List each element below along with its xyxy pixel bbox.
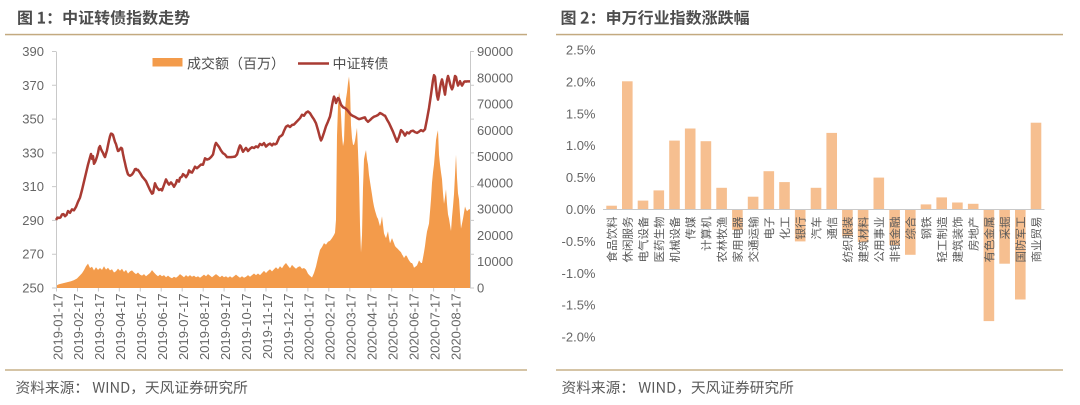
svg-text:2019-03-17: 2019-03-17: [92, 294, 107, 361]
svg-text:0: 0: [477, 281, 484, 296]
svg-text:90000: 90000: [477, 44, 513, 59]
svg-text:2019-12-17: 2019-12-17: [281, 294, 296, 361]
svg-text:-0.5%: -0.5%: [562, 234, 596, 249]
svg-text:2020-01-17: 2020-01-17: [302, 294, 317, 361]
svg-text:370: 370: [22, 78, 44, 93]
svg-text:2020-06-17: 2020-06-17: [406, 294, 421, 361]
svg-text:2.0%: 2.0%: [566, 74, 596, 89]
svg-text:70000: 70000: [477, 97, 513, 112]
svg-text:2019-01-17: 2019-01-17: [50, 294, 65, 361]
svg-text:0.5%: 0.5%: [566, 170, 596, 185]
svg-text:60000: 60000: [477, 123, 513, 138]
svg-text:2019-05-17: 2019-05-17: [134, 294, 149, 361]
svg-text:2019-10-17: 2019-10-17: [239, 294, 254, 361]
svg-text:2.5%: 2.5%: [566, 43, 596, 58]
svg-text:40000: 40000: [477, 175, 513, 190]
svg-text:10000: 10000: [477, 254, 513, 269]
svg-text:290: 290: [22, 213, 44, 228]
svg-text:2020-07-17: 2020-07-17: [427, 294, 442, 361]
svg-text:2019-06-17: 2019-06-17: [155, 294, 170, 361]
svg-text:2020-04-17: 2020-04-17: [365, 294, 380, 361]
svg-text:-1.0%: -1.0%: [562, 266, 596, 281]
svg-text:-2.0%: -2.0%: [562, 330, 596, 345]
svg-text:0.0%: 0.0%: [566, 202, 596, 217]
svg-text:2020-02-17: 2020-02-17: [323, 294, 338, 361]
svg-text:2020-05-17: 2020-05-17: [386, 294, 401, 361]
svg-text:1.5%: 1.5%: [566, 106, 596, 121]
svg-text:2020-08-17: 2020-08-17: [448, 294, 463, 361]
svg-text:330: 330: [22, 145, 44, 160]
svg-text:50000: 50000: [477, 149, 513, 164]
svg-text:2019-08-17: 2019-08-17: [197, 294, 212, 361]
svg-text:250: 250: [22, 281, 44, 296]
svg-text:270: 270: [22, 247, 44, 262]
svg-text:1.0%: 1.0%: [566, 138, 596, 153]
svg-text:2019-09-17: 2019-09-17: [218, 294, 233, 361]
svg-text:30000: 30000: [477, 202, 513, 217]
svg-text:390: 390: [22, 44, 44, 59]
svg-text:350: 350: [22, 112, 44, 127]
svg-text:2019-04-17: 2019-04-17: [113, 294, 128, 361]
svg-text:2019-11-17: 2019-11-17: [260, 294, 275, 360]
svg-text:310: 310: [22, 179, 44, 194]
svg-text:20000: 20000: [477, 228, 513, 243]
svg-text:2019-07-17: 2019-07-17: [176, 294, 191, 361]
svg-text:80000: 80000: [477, 70, 513, 85]
svg-text:-1.5%: -1.5%: [562, 298, 596, 313]
svg-text:2020-03-17: 2020-03-17: [344, 294, 359, 361]
svg-text:2019-02-17: 2019-02-17: [71, 294, 86, 361]
